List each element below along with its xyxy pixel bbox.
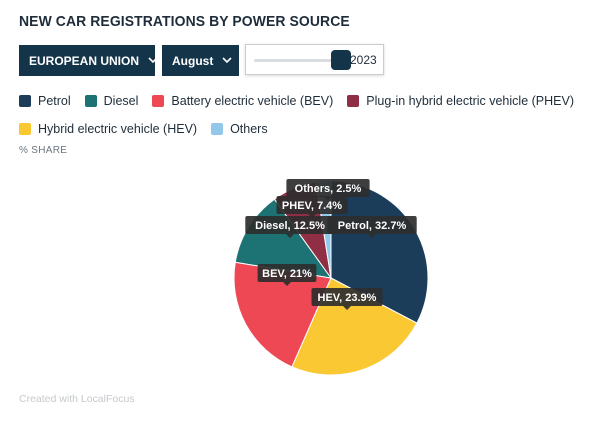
legend-label: Hybrid electric vehicle (HEV) (38, 122, 198, 136)
legend-swatch (211, 123, 224, 135)
axis-unit-label: % SHARE (19, 145, 68, 156)
legend-swatch (19, 95, 31, 107)
legend-swatch (19, 123, 31, 135)
legend-item[interactable]: Plug-in hybrid electric vehicle (PHEV) (347, 94, 574, 108)
legend-swatch (152, 95, 165, 107)
month-dropdown[interactable]: August (162, 45, 239, 76)
chart-title: NEW CAR REGISTRATIONS BY POWER SOURCE (19, 13, 350, 30)
legend-swatch (84, 95, 97, 107)
legend-label: Diesel (103, 94, 139, 108)
year-slider-track[interactable] (254, 59, 344, 62)
legend-swatch (347, 95, 360, 107)
legend-item[interactable]: Others (211, 122, 268, 136)
legend-item[interactable]: Hybrid electric vehicle (HEV) (19, 122, 197, 136)
year-slider-value: 2023 (350, 53, 377, 67)
legend-item[interactable]: Petrol (19, 94, 71, 108)
year-slider[interactable]: 2023 (245, 44, 384, 75)
month-dropdown-label: August (172, 53, 214, 68)
legend-item[interactable]: Diesel (84, 94, 139, 108)
legend-label: Petrol (38, 94, 71, 108)
chart-legend: Petrol Diesel Battery electric vehicle (BE… (19, 94, 599, 136)
chevron-down-icon (222, 57, 232, 64)
legend-label: Battery electric vehicle (BEV) (171, 94, 334, 108)
legend-label: Others (230, 122, 268, 136)
pie-slice-bev[interactable] (233, 261, 332, 368)
chevron-down-icon (148, 57, 158, 64)
legend-label: Plug-in hybrid electric vehicle (PHEV) (366, 94, 574, 108)
year-slider-handle[interactable] (331, 50, 351, 70)
credit-footer: Created with LocalFocus (19, 393, 135, 405)
region-dropdown-label: EUROPEAN UNION (29, 53, 140, 68)
legend-item[interactable]: Battery electric vehicle (BEV) (152, 94, 333, 108)
region-dropdown[interactable]: EUROPEAN UNION (19, 45, 158, 76)
